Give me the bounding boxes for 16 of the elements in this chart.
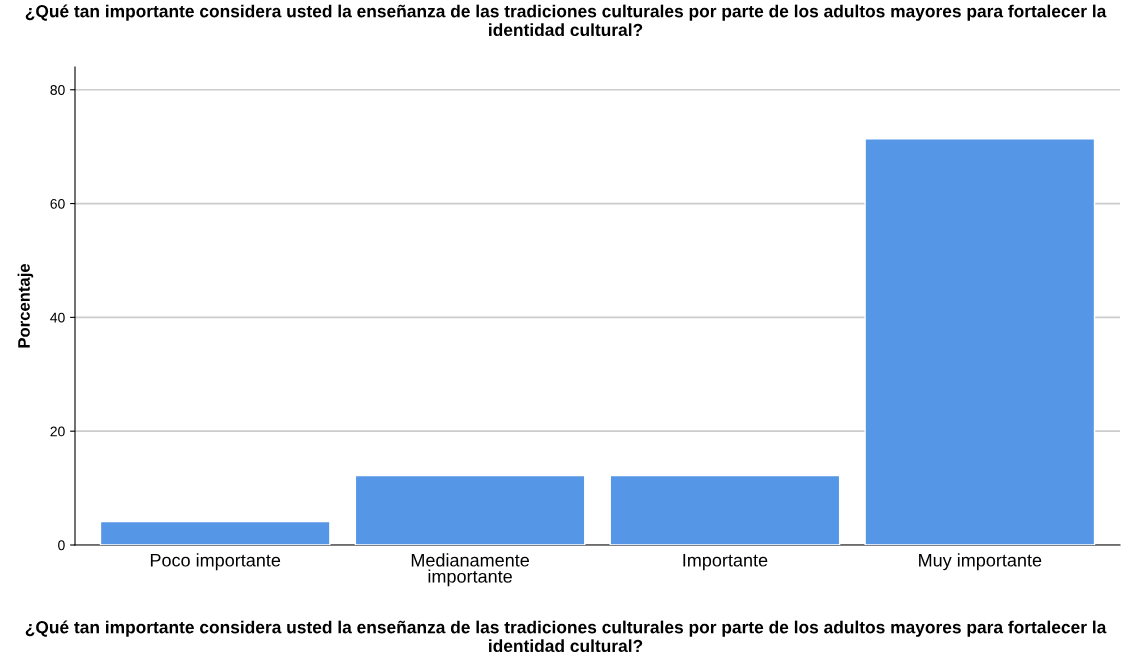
bar: [354, 474, 586, 545]
x-tick-label: Muy importante: [919, 553, 1042, 571]
bar: [99, 520, 331, 545]
y-tick-label: 40: [50, 312, 65, 323]
x-tick-label: Poco importante: [150, 553, 281, 571]
y-axis-title: Porcentaje: [17, 263, 34, 348]
y-tick-label: 0: [58, 540, 65, 551]
bar: [609, 474, 841, 545]
x-tick-label: Medianamente importante: [411, 553, 529, 587]
y-tick-label: 20: [50, 426, 65, 437]
x-tick-label: Importante: [683, 554, 768, 571]
y-tick-label: 80: [50, 85, 65, 95]
y-tick-label: 60: [50, 198, 65, 209]
chart-title: ¿Qué tan importante considera usted la enseñanza de las tradiciones culturales por parte de los adultos mayores para fortalecer la identidad cultural?: [25, 4, 1107, 37]
bar: [864, 138, 1096, 545]
x-axis-title: ¿Qué tan importante considera usted la enseñanza de las tradiciones culturales por parte de los adultos mayores para fortalecer la identidad cultural?: [25, 620, 1107, 653]
